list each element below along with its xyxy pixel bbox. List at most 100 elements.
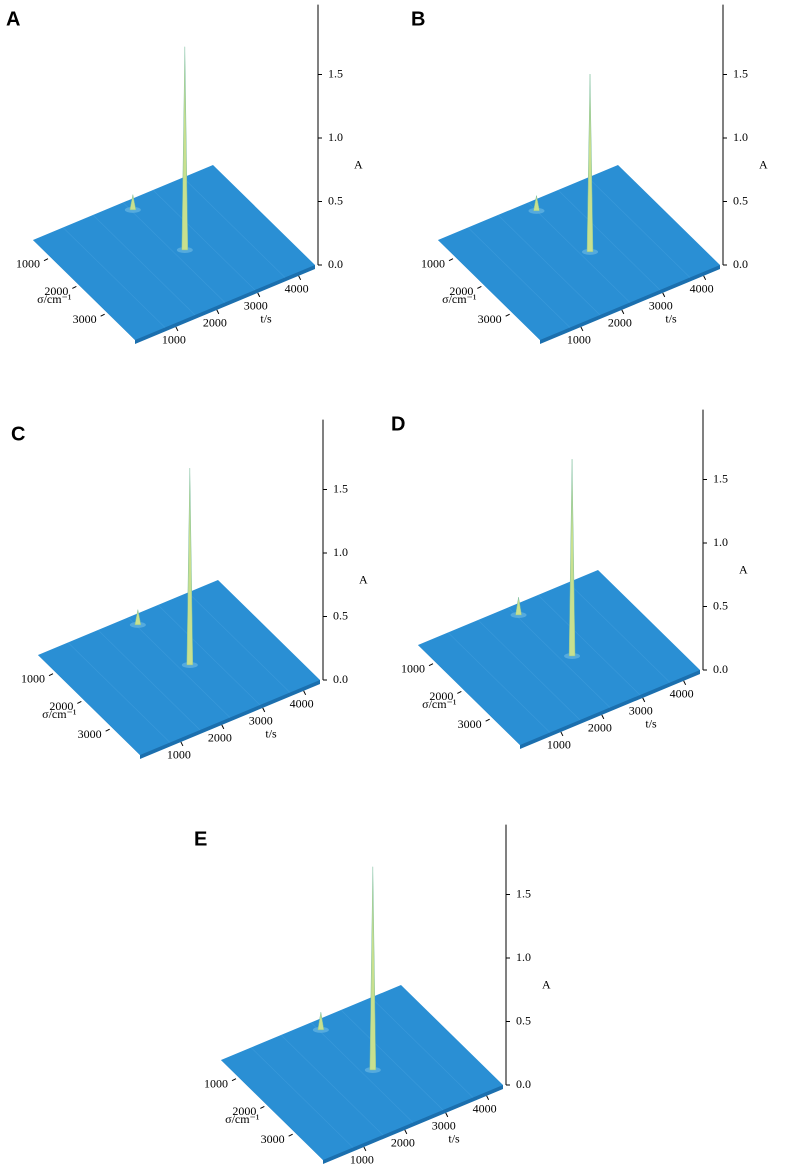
y-tick-label: 2000 [232, 1104, 256, 1118]
z-tick-label: 0.5 [713, 598, 728, 612]
y-tick-label: 3000 [478, 312, 502, 326]
z-axis-label: A [354, 158, 363, 172]
z-tick-label: 1.0 [333, 545, 348, 559]
y-tick [477, 285, 482, 289]
z-tick-label: 0.0 [328, 257, 343, 271]
surface-streak [250, 1047, 354, 1148]
y-tick-label: 3000 [261, 1132, 285, 1146]
surface-streak [497, 214, 601, 316]
z-tick-label: 1.0 [733, 130, 748, 144]
x-axis-label: t/s [260, 311, 272, 325]
z-axis-label: A [542, 978, 551, 992]
z-tick-label: 0.5 [516, 1013, 531, 1027]
surface-streak [127, 617, 231, 718]
x-tick [262, 707, 266, 713]
surface-streak [182, 177, 286, 278]
x-tick-label: 1000 [162, 333, 186, 347]
surface-streak [280, 1034, 384, 1136]
y-tick [72, 285, 77, 289]
y-tick-label: 2000 [44, 284, 68, 298]
z-tick-label: 0.0 [733, 257, 748, 271]
surface-streak [447, 632, 551, 733]
x-tick [580, 326, 584, 332]
panel-label: E [194, 828, 207, 850]
z-axis-label: A [359, 573, 368, 587]
z-tick-label: 1.5 [516, 886, 531, 900]
z-tick-label: 1.5 [333, 481, 348, 495]
x-tick-label: 1000 [350, 1153, 374, 1167]
x-axis-label: t/s [448, 1131, 460, 1145]
peak [515, 597, 522, 616]
peak [568, 459, 576, 657]
z-tick-label: 1.0 [516, 950, 531, 964]
x-tick [180, 741, 184, 747]
y-tick-label: 3000 [458, 717, 482, 731]
y-tick-label: 2000 [429, 689, 453, 703]
peak [181, 46, 189, 251]
surface-streak [587, 177, 691, 278]
surface-streak [157, 604, 261, 706]
peak [186, 468, 194, 666]
surface-streak [537, 594, 641, 696]
x-tick-label: 2000 [391, 1136, 415, 1150]
panel-label: A [6, 8, 20, 30]
x-tick [486, 1095, 490, 1101]
surface-streak [97, 629, 201, 731]
y-tick [231, 1078, 237, 1082]
x-tick-label: 1000 [567, 333, 591, 347]
x-tick-label: 2000 [208, 731, 232, 745]
x-tick [221, 724, 225, 730]
surface-streak [557, 189, 661, 291]
x-tick [601, 714, 605, 720]
y-axis-label: σ/cm⁻¹ [37, 292, 72, 306]
y-tick [260, 1105, 265, 1109]
y-axis-label: σ/cm⁻¹ [42, 707, 77, 721]
y-tick [485, 718, 490, 722]
surface-streak [467, 227, 571, 328]
y-tick [428, 663, 434, 667]
x-tick-label: 1000 [547, 738, 571, 752]
surface-streak [507, 607, 611, 708]
x-tick [621, 309, 625, 315]
x-tick [560, 731, 564, 737]
z-tick-label: 0.5 [333, 608, 348, 622]
x-tick-label: 4000 [670, 687, 694, 701]
x-tick-label: 3000 [244, 299, 268, 313]
z-tick-label: 0.5 [733, 193, 748, 207]
y-tick-label: 3000 [78, 727, 102, 741]
surface-streak [370, 997, 474, 1098]
surface-streak [62, 227, 166, 328]
y-tick-label: 1000 [21, 671, 45, 685]
y-tick [43, 258, 49, 262]
surface-streak [310, 1022, 414, 1123]
peak [369, 866, 377, 1071]
y-tick-label: 2000 [49, 699, 73, 713]
z-tick-label: 0.0 [333, 672, 348, 686]
y-axis-label: σ/cm⁻¹ [442, 292, 477, 306]
y-tick [100, 313, 105, 317]
z-tick-label: 1.5 [733, 66, 748, 80]
y-tick-label: 1000 [421, 256, 445, 270]
panel: A 0.0 0.5 1.0 1.5 A 1000 2000 3000 4000 t/s 1000 200… [6, 4, 363, 347]
y-tick-label: 1000 [16, 256, 40, 270]
peak [533, 195, 540, 212]
x-tick [683, 680, 687, 686]
peak [134, 609, 142, 626]
y-axis-label: σ/cm⁻¹ [225, 1112, 260, 1126]
x-tick [303, 690, 307, 696]
x-tick [703, 275, 707, 281]
x-tick-label: 4000 [473, 1102, 497, 1116]
x-tick-label: 2000 [588, 721, 612, 735]
x-tick [642, 697, 646, 703]
x-tick [257, 292, 261, 298]
panel: D 0.0 0.5 1.0 1.5 A 1000 2000 3000 4000 t/s 1000 200… [391, 409, 748, 752]
x-tick [363, 1146, 367, 1152]
peak [586, 74, 594, 253]
y-tick-label: 3000 [73, 312, 97, 326]
surface-streak [92, 214, 196, 316]
x-tick-label: 3000 [649, 299, 673, 313]
x-tick-label: 4000 [285, 282, 309, 296]
y-tick [77, 700, 82, 704]
